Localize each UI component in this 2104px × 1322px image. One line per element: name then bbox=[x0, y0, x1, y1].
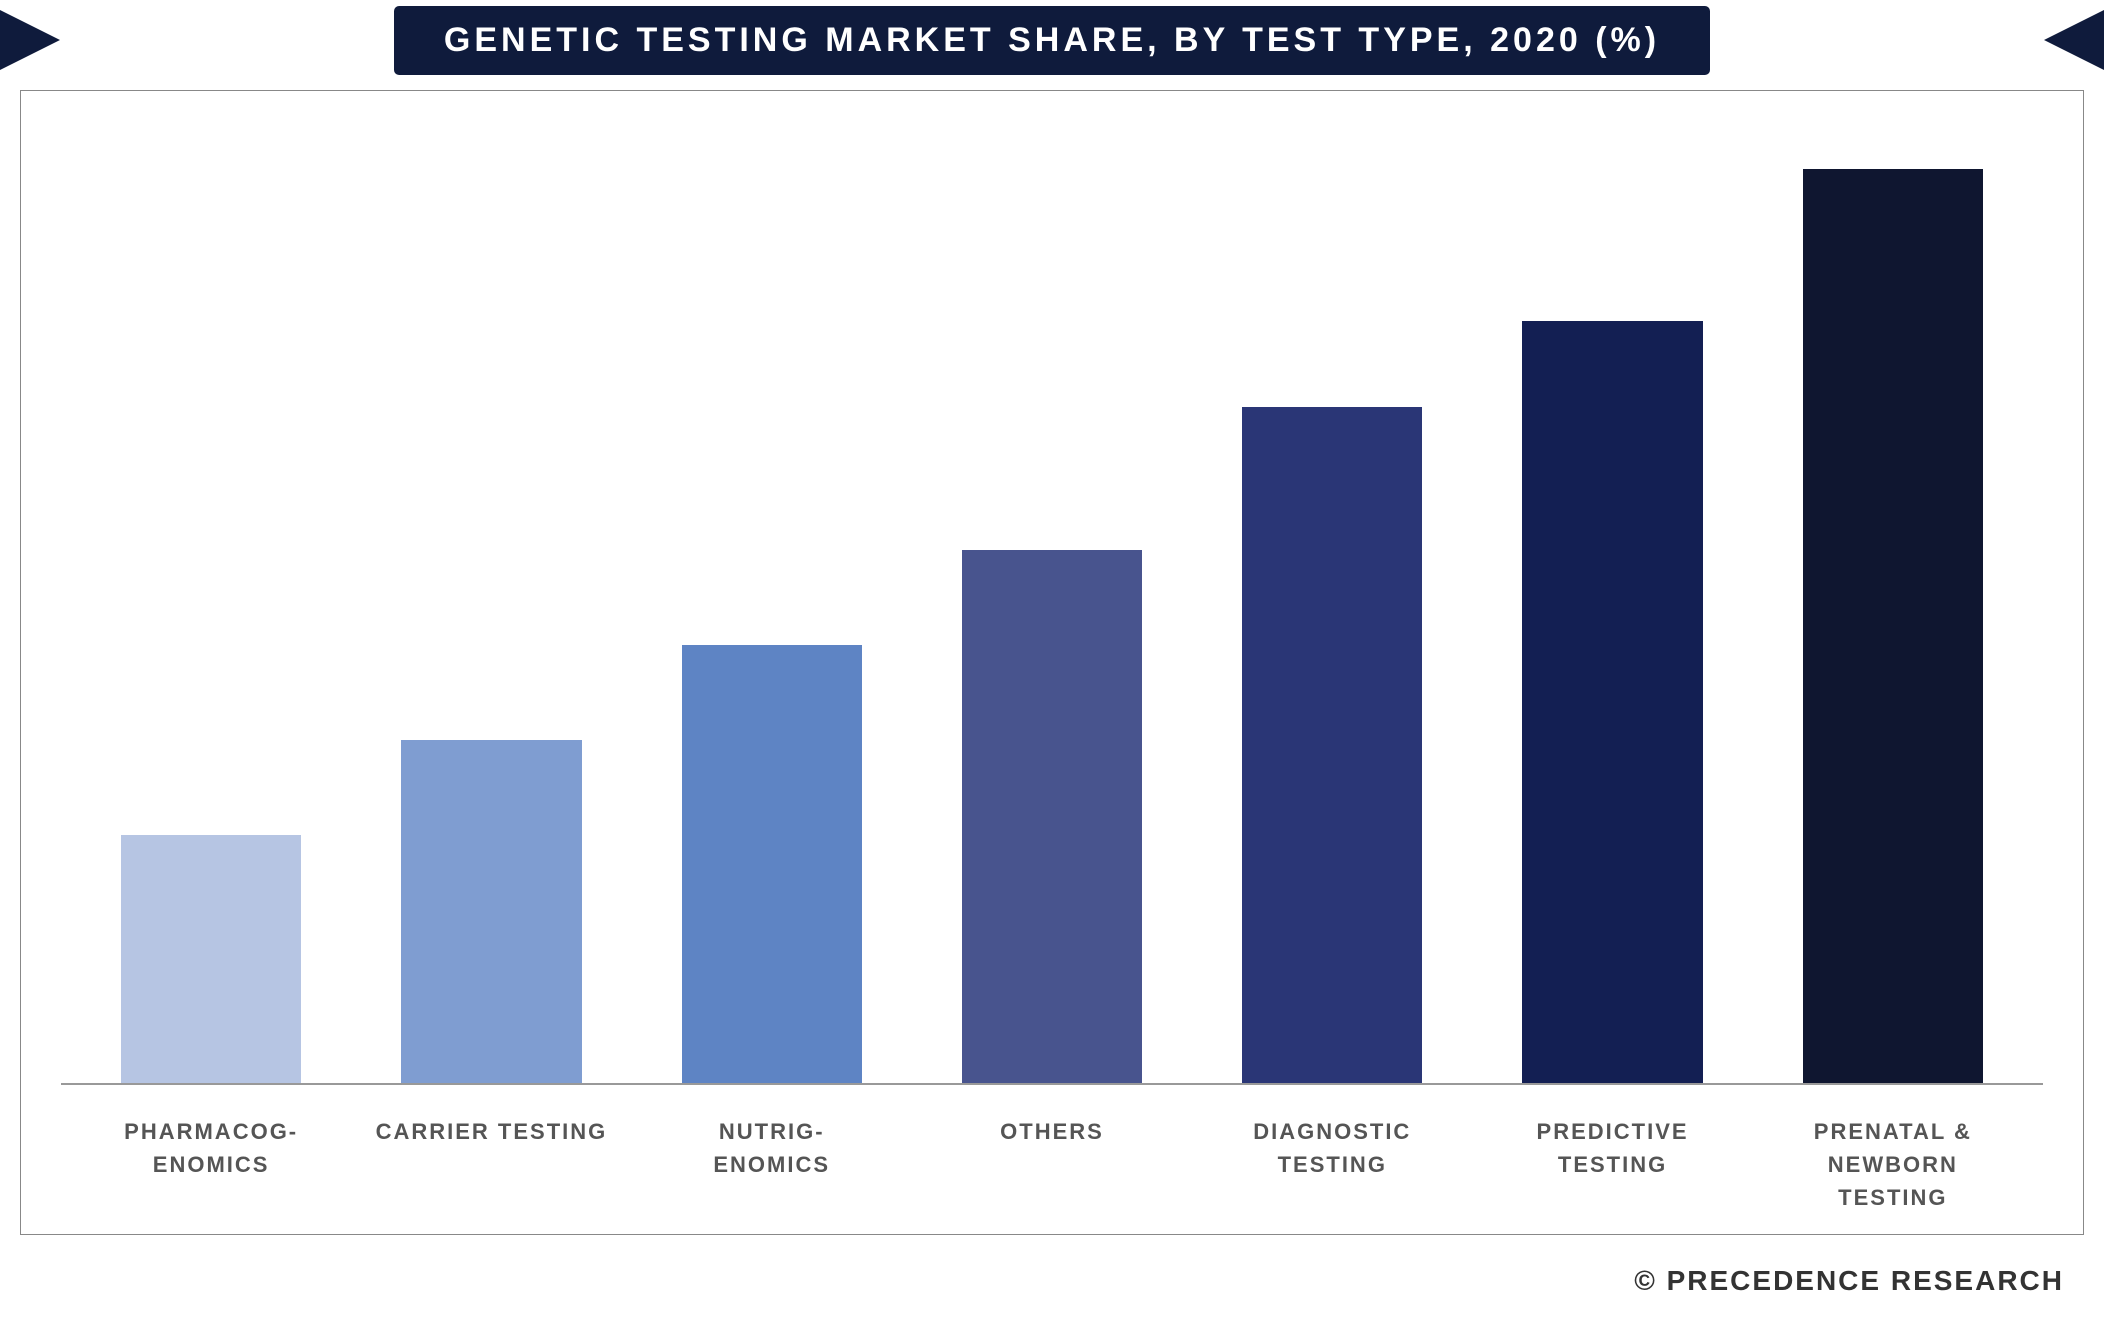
x-axis-label: OTHERS bbox=[932, 1115, 1172, 1214]
x-axis-label: DIAGNOSTIC TESTING bbox=[1212, 1115, 1452, 1214]
bar bbox=[1803, 169, 1983, 1083]
bar-group bbox=[1492, 131, 1732, 1083]
chart-container: PHARMACOG-ENOMICS CARRIER TESTING NUTRIG-E… bbox=[20, 90, 2084, 1235]
attribution-text: © PRECEDENCE RESEARCH bbox=[0, 1245, 2104, 1322]
bar bbox=[401, 740, 581, 1083]
bar-group bbox=[1773, 131, 2013, 1083]
x-axis-labels: PHARMACOG-ENOMICS CARRIER TESTING NUTRIG-E… bbox=[61, 1085, 2043, 1214]
bar-group bbox=[932, 131, 1172, 1083]
title-banner: GENETIC TESTING MARKET SHARE, BY TEST TY… bbox=[0, 10, 2104, 70]
bar bbox=[121, 835, 301, 1083]
bar-group bbox=[1212, 131, 1452, 1083]
bar-group bbox=[371, 131, 611, 1083]
plot-area bbox=[61, 131, 2043, 1085]
bar-group bbox=[652, 131, 892, 1083]
x-axis-label: PHARMACOG-ENOMICS bbox=[91, 1115, 331, 1214]
x-axis-label: NUTRIG-ENOMICS bbox=[652, 1115, 892, 1214]
bar bbox=[962, 550, 1142, 1083]
chart-title: GENETIC TESTING MARKET SHARE, BY TEST TY… bbox=[394, 6, 1710, 75]
x-axis-label: PREDICTIVE TESTING bbox=[1492, 1115, 1732, 1214]
bar-group bbox=[91, 131, 331, 1083]
x-axis-label: PRENATAL & NEWBORN TESTING bbox=[1773, 1115, 2013, 1214]
bar bbox=[1522, 321, 1702, 1083]
bar bbox=[682, 645, 862, 1083]
bar bbox=[1242, 407, 1422, 1083]
x-axis-label: CARRIER TESTING bbox=[371, 1115, 611, 1214]
